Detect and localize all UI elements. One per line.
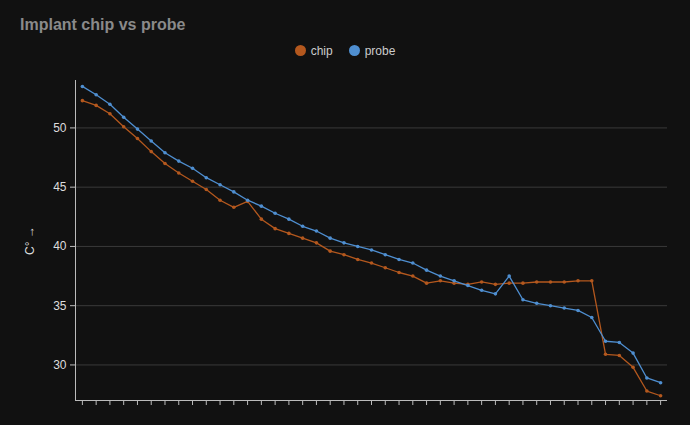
svg-text:35: 35	[53, 299, 67, 313]
svg-text:50: 50	[53, 121, 67, 135]
svg-text:C° →: C° →	[23, 226, 37, 255]
svg-text:45: 45	[53, 180, 67, 194]
html-text:Implant chip vs probe: Implant chip vs probe	[20, 16, 186, 33]
svg-text:30: 30	[53, 358, 67, 372]
html-text:probe: probe	[364, 44, 396, 58]
svg-text:40: 40	[53, 239, 67, 253]
html-text:chip: chip	[310, 44, 333, 58]
